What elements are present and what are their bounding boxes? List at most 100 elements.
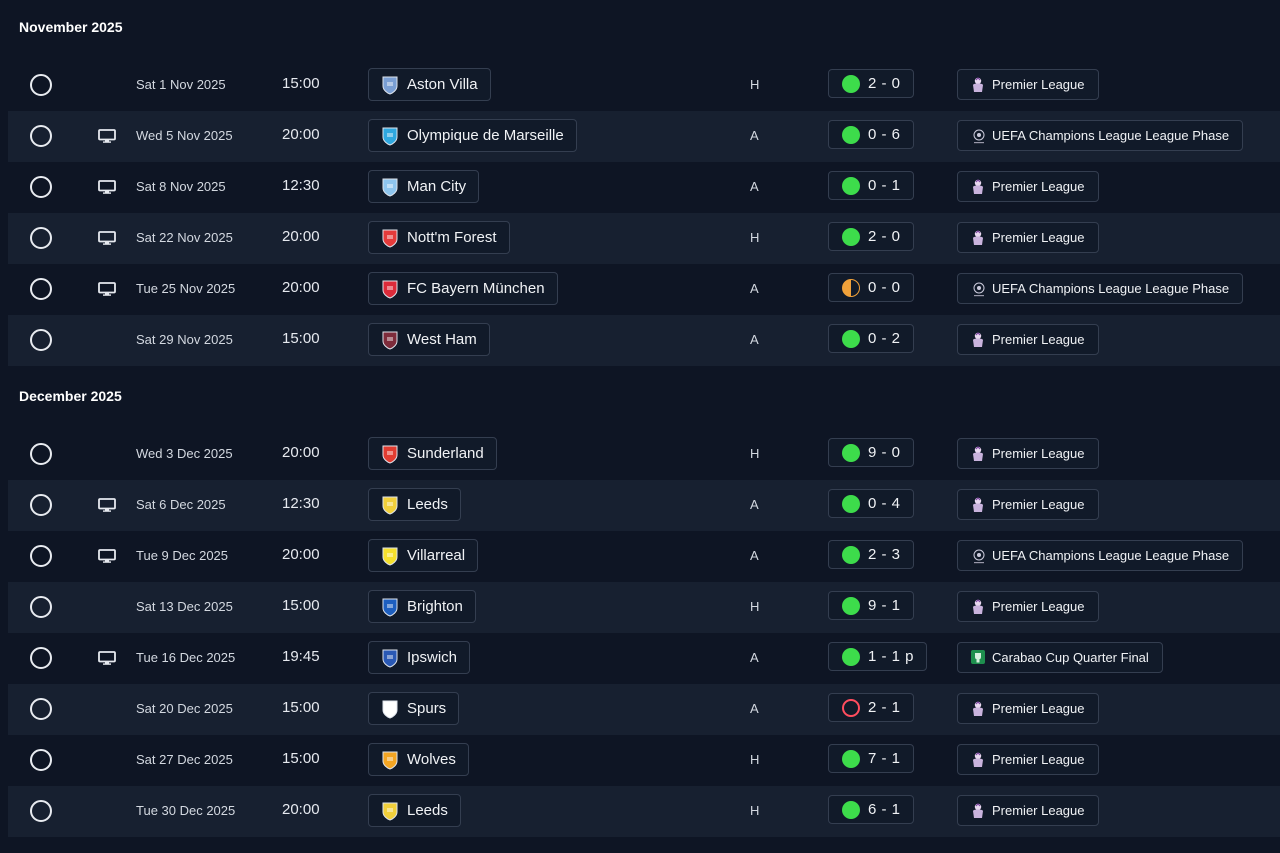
competition-button[interactable]: Premier League <box>957 693 1099 724</box>
result-score: 0 - 0 <box>868 279 901 296</box>
status-circle-icon[interactable] <box>30 647 52 669</box>
sunderland-crest-icon <box>381 444 399 464</box>
fixture-time: 15:00 <box>282 699 320 716</box>
status-circle-icon[interactable] <box>30 698 52 720</box>
status-circle-icon[interactable] <box>30 329 52 351</box>
ucl-logo-icon <box>970 127 986 145</box>
status-circle-icon[interactable] <box>30 176 52 198</box>
opponent-button[interactable]: Man City <box>368 170 480 203</box>
fixture-row[interactable]: Tue 30 Dec 2025 20:00 Leeds H 6 - 1 Premier L… <box>8 786 1280 837</box>
pl-logo-icon <box>970 751 986 769</box>
opponent-button[interactable]: Leeds <box>368 488 461 521</box>
result-button[interactable]: 2 - 0 <box>828 69 914 98</box>
status-circle-icon[interactable] <box>30 749 52 771</box>
fixture-row[interactable]: Sat 22 Nov 2025 20:00 Nott'm Forest H 2 - 0 P… <box>8 213 1280 264</box>
competition-button[interactable]: Premier League <box>957 438 1099 469</box>
status-circle-icon[interactable] <box>30 596 52 618</box>
status-circle-icon[interactable] <box>30 278 52 300</box>
wolves-crest-icon <box>381 750 399 770</box>
result-button[interactable]: 0 - 0 <box>828 273 914 302</box>
competition-button[interactable]: Premier League <box>957 222 1099 253</box>
opponent-name: Villarreal <box>407 547 466 564</box>
opponent-button[interactable]: Sunderland <box>368 437 497 470</box>
result-button[interactable]: 0 - 6 <box>828 120 914 149</box>
status-circle-icon[interactable] <box>30 800 52 822</box>
fixture-row[interactable]: Tue 16 Dec 2025 19:45 Ipswich A 1 - 1 p Carab… <box>8 633 1280 684</box>
result-button[interactable]: 9 - 0 <box>828 438 914 467</box>
competition-button[interactable]: Premier League <box>957 171 1099 202</box>
status-circle-icon[interactable] <box>30 443 52 465</box>
competition-button[interactable]: Premier League <box>957 324 1099 355</box>
month-header: November 2025 <box>19 19 123 35</box>
competition-button[interactable]: Premier League <box>957 69 1099 100</box>
opponent-button[interactable]: Wolves <box>368 743 469 776</box>
fixture-row[interactable]: Sat 6 Dec 2025 12:30 Leeds A 0 - 4 Premier Le… <box>8 480 1280 531</box>
result-button[interactable]: 6 - 1 <box>828 795 914 824</box>
fixture-row[interactable]: Sat 29 Nov 2025 15:00 West Ham A 0 - 2 Premie… <box>8 315 1280 366</box>
result-button[interactable]: 2 - 1 <box>828 693 914 722</box>
competition-button[interactable]: Carabao Cup Quarter Final <box>957 642 1163 673</box>
win-indicator-icon <box>842 125 860 144</box>
opponent-button[interactable]: Olympique de Marseille <box>368 119 577 152</box>
fixtures-list: Wed 3 Dec 2025 20:00 Sunderland H 9 - 0 Premi… <box>8 429 1280 837</box>
result-button[interactable]: 2 - 3 <box>828 540 914 569</box>
win-indicator-icon <box>842 227 860 246</box>
opponent-name: Sunderland <box>407 445 484 462</box>
leeds-crest-icon <box>381 495 399 515</box>
fixture-row[interactable]: Sat 13 Dec 2025 15:00 Brighton H 9 - 1 Premie… <box>8 582 1280 633</box>
competition-button[interactable]: Premier League <box>957 744 1099 775</box>
competition-button[interactable]: Premier League <box>957 795 1099 826</box>
opponent-button[interactable]: Brighton <box>368 590 476 623</box>
result-button[interactable]: 9 - 1 <box>828 591 914 620</box>
result-button[interactable]: 0 - 4 <box>828 489 914 518</box>
status-circle-icon[interactable] <box>30 494 52 516</box>
fixture-row[interactable]: Sat 27 Dec 2025 15:00 Wolves H 7 - 1 Premier … <box>8 735 1280 786</box>
opponent-button[interactable]: FC Bayern München <box>368 272 558 305</box>
opponent-button[interactable]: West Ham <box>368 323 490 356</box>
fixture-row[interactable]: Tue 9 Dec 2025 20:00 Villarreal A 2 - 3 UEFA … <box>8 531 1280 582</box>
opponent-button[interactable]: Nott'm Forest <box>368 221 510 254</box>
pl-logo-icon <box>970 598 986 616</box>
pl-logo-icon <box>970 802 986 820</box>
pl-logo-icon <box>970 496 986 514</box>
competition-name: Premier League <box>992 803 1085 818</box>
result-button[interactable]: 0 - 1 <box>828 171 914 200</box>
competition-button[interactable]: Premier League <box>957 489 1099 520</box>
status-circle-icon[interactable] <box>30 74 52 96</box>
ucl-logo-icon <box>970 280 986 298</box>
result-button[interactable]: 2 - 0 <box>828 222 914 251</box>
venue: A <box>750 701 759 716</box>
competition-button[interactable]: Premier League <box>957 591 1099 622</box>
status-circle-icon[interactable] <box>30 227 52 249</box>
fixture-row[interactable]: Sat 1 Nov 2025 15:00 Aston Villa H 2 - 0 Prem… <box>8 60 1280 111</box>
fixture-row[interactable]: Wed 3 Dec 2025 20:00 Sunderland H 9 - 0 Premi… <box>8 429 1280 480</box>
competition-button[interactable]: UEFA Champions League League Phase <box>957 540 1244 571</box>
fixture-date: Tue 30 Dec 2025 <box>136 803 236 818</box>
result-score: 9 - 1 <box>868 597 901 614</box>
win-indicator-icon <box>842 443 860 462</box>
result-button[interactable]: 7 - 1 <box>828 744 914 773</box>
fixture-date: Sat 27 Dec 2025 <box>136 752 233 767</box>
opponent-button[interactable]: Leeds <box>368 794 461 827</box>
fixture-row[interactable]: Sat 8 Nov 2025 12:30 Man City A 0 - 1 Premier… <box>8 162 1280 213</box>
opponent-button[interactable]: Villarreal <box>368 539 479 572</box>
opponent-button[interactable]: Ipswich <box>368 641 471 674</box>
opponent-name: Ipswich <box>407 649 458 666</box>
fixture-row[interactable]: Wed 5 Nov 2025 20:00 Olympique de Marseill… <box>8 111 1280 162</box>
opponent-button[interactable]: Aston Villa <box>368 68 491 101</box>
competition-button[interactable]: UEFA Champions League League Phase <box>957 120 1244 151</box>
competition-name: Carabao Cup Quarter Final <box>992 650 1149 665</box>
result-score: 0 - 2 <box>868 330 901 347</box>
status-circle-icon[interactable] <box>30 545 52 567</box>
fixture-row[interactable]: Sat 20 Dec 2025 15:00 Spurs A 2 - 1 Premier L… <box>8 684 1280 735</box>
marseille-crest-icon <box>381 126 399 146</box>
status-circle-icon[interactable] <box>30 125 52 147</box>
win-indicator-icon <box>842 596 860 615</box>
result-button[interactable]: 0 - 2 <box>828 324 914 353</box>
competition-button[interactable]: UEFA Champions League League Phase <box>957 273 1244 304</box>
competition-name: UEFA Champions League League Phase <box>992 548 1230 563</box>
result-button[interactable]: 1 - 1 p <box>828 642 928 671</box>
result-score: 6 - 1 <box>868 801 901 818</box>
opponent-button[interactable]: Spurs <box>368 692 460 725</box>
fixture-row[interactable]: Tue 25 Nov 2025 20:00 FC Bayern München A 0 … <box>8 264 1280 315</box>
